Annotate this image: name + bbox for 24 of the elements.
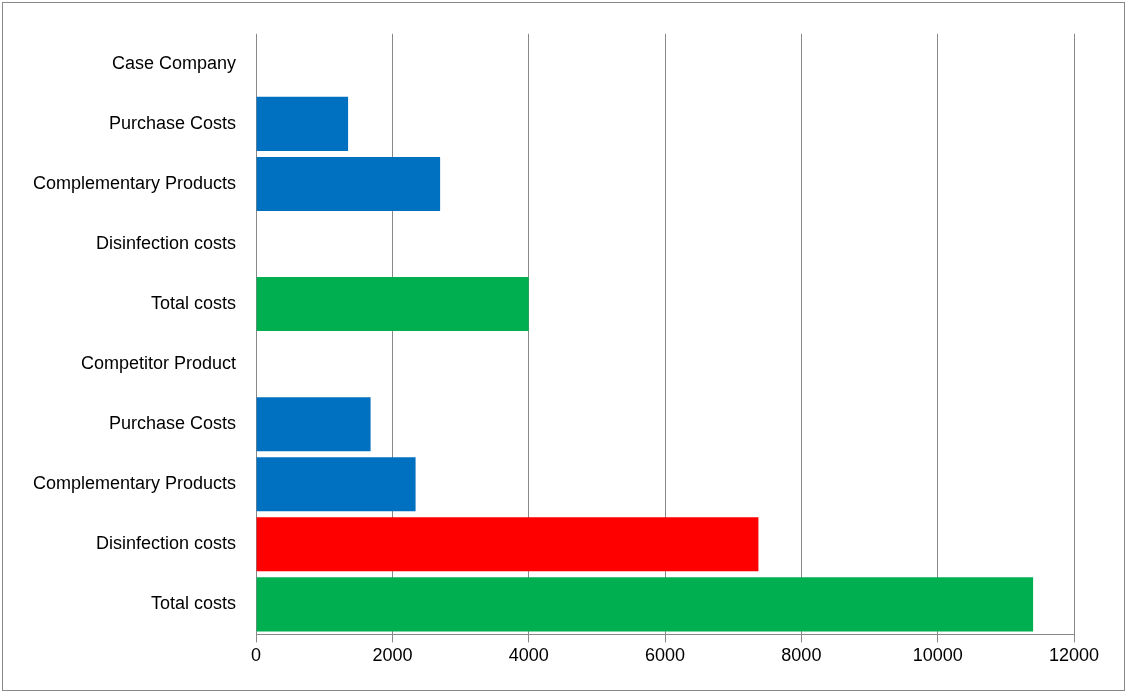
y-tick-label: Purchase Costs: [109, 413, 237, 434]
x-tick-label: 10000: [912, 645, 963, 666]
y-tick-label: Complementary Products: [32, 172, 237, 193]
y-tick-label: Total costs: [151, 593, 237, 614]
bar: [256, 96, 349, 151]
y-tick-label: Purchase Costs: [109, 112, 237, 133]
bar: [256, 156, 441, 211]
y-tick-label: Disinfection costs: [96, 533, 237, 554]
x-tick-label: 4000: [508, 645, 549, 666]
y-tick-label: Complementary Products: [32, 473, 237, 494]
x-tick-label: 8000: [781, 645, 822, 666]
y-tick-label: Total costs: [151, 293, 237, 314]
bar: [256, 397, 371, 452]
x-tick-label: 12000: [1048, 645, 1100, 666]
bar: [256, 457, 416, 512]
bar: [256, 277, 529, 332]
x-tick-label: 6000: [645, 645, 686, 666]
x-tick-label: 2000: [372, 645, 413, 666]
y-tick-label: Case Company: [112, 52, 237, 73]
y-tick-label: Disinfection costs: [96, 232, 237, 253]
y-tick-label: Competitor Product: [81, 353, 237, 374]
bar: [256, 517, 759, 572]
x-tick-label: 0: [251, 645, 262, 666]
bar: [256, 577, 1034, 632]
